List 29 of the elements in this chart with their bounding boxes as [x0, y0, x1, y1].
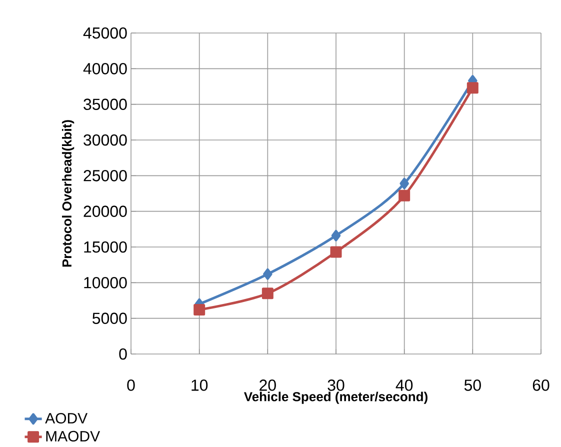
- point: [194, 304, 206, 316]
- x-tick-label: 10: [192, 380, 208, 391]
- y-tick-label: 15000: [84, 241, 127, 253]
- x-tick-label: 30: [328, 380, 344, 391]
- y-tick-label: 30000: [84, 134, 127, 146]
- y-tick-label: 20000: [84, 206, 127, 218]
- x-tick-label: 60: [532, 380, 550, 391]
- x-tick-label: 50: [464, 380, 481, 391]
- legend-label: AODV: [45, 412, 88, 424]
- point: [466, 82, 478, 94]
- legend-label: MAODV: [46, 430, 100, 442]
- y-tick-label: 10000: [84, 277, 127, 288]
- y-tick-label: 45000: [83, 27, 127, 39]
- x-axis-title: Vehicle Speed (meter/second): [244, 392, 428, 404]
- y-tick-label: 40000: [83, 63, 127, 74]
- y-tick-label: 5000: [92, 312, 127, 324]
- x-tick-label: 40: [396, 380, 413, 391]
- point: [262, 288, 274, 300]
- x-tick-label: 20: [260, 380, 276, 391]
- y-tick-label: 35000: [84, 98, 127, 110]
- point: [398, 190, 410, 202]
- point: [330, 246, 342, 258]
- point: [331, 230, 341, 242]
- point: [263, 268, 272, 280]
- y-tick-label: 25000: [84, 170, 127, 182]
- point: [400, 178, 409, 190]
- y-axis-title: Protocol Overhead(kbit): [62, 120, 74, 267]
- y-tick-label: 0: [119, 348, 127, 360]
- x-tick-label: 0: [127, 380, 135, 391]
